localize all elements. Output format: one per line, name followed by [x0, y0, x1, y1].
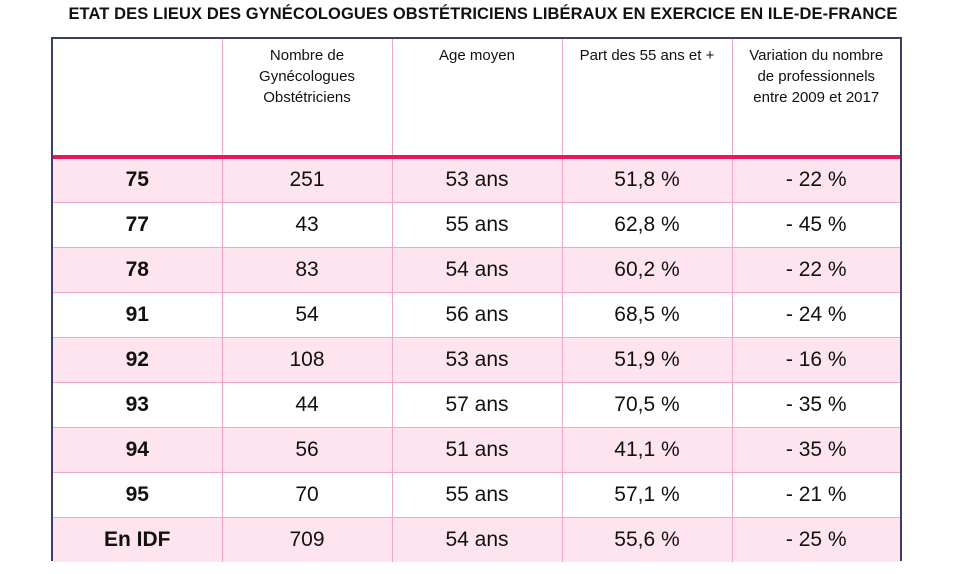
cell-department: 95 [53, 471, 222, 517]
cell-share-55-plus: 60,2 % [561, 246, 732, 292]
cell-variation: - 22 % [731, 156, 900, 202]
cell-share-55-plus: 62,8 % [561, 201, 732, 247]
cell-count: 83 [221, 246, 392, 292]
table-row: 95 70 55 ans 57,1 % - 21 % [53, 471, 900, 517]
table-row: 77 43 55 ans 62,8 % - 45 % [53, 201, 900, 247]
cell-department: 93 [53, 381, 222, 427]
cell-count: 43 [221, 201, 392, 247]
cell-count: 44 [221, 381, 392, 427]
cell-average-age: 54 ans [391, 516, 562, 562]
header-row: Nombre de Gynécologues Obstétriciens Age… [53, 39, 900, 159]
cell-variation: - 25 % [731, 516, 900, 562]
data-table-frame: Nombre de Gynécologues Obstétriciens Age… [51, 37, 902, 562]
table-row: 91 54 56 ans 68,5 % - 24 % [53, 291, 900, 337]
cell-share-55-plus: 41,1 % [561, 426, 732, 472]
cell-average-age: 53 ans [391, 336, 562, 382]
cell-department: 92 [53, 336, 222, 382]
cell-variation: - 35 % [731, 381, 900, 427]
header-share-55-plus: Part des 55 ans et + [561, 39, 732, 159]
cell-department: 94 [53, 426, 222, 472]
cell-share-55-plus: 70,5 % [561, 381, 732, 427]
cell-average-age: 53 ans [391, 156, 562, 202]
cell-count: 251 [221, 156, 392, 202]
table-row: 75 251 53 ans 51,8 % - 22 % [53, 156, 900, 202]
cell-variation: - 24 % [731, 291, 900, 337]
cell-count: 56 [221, 426, 392, 472]
cell-variation: - 21 % [731, 471, 900, 517]
cell-average-age: 56 ans [391, 291, 562, 337]
cell-share-55-plus: 68,5 % [561, 291, 732, 337]
cell-department: En IDF [53, 516, 222, 562]
page-title: ETAT DES LIEUX DES GYNÉCOLOGUES OBSTÉTRI… [68, 5, 898, 23]
table-row: 92 108 53 ans 51,9 % - 16 % [53, 336, 900, 382]
cell-average-age: 55 ans [391, 201, 562, 247]
cell-share-55-plus: 55,6 % [561, 516, 732, 562]
cell-average-age: 54 ans [391, 246, 562, 292]
cell-share-55-plus: 51,8 % [561, 156, 732, 202]
cell-average-age: 55 ans [391, 471, 562, 517]
cell-count: 108 [221, 336, 392, 382]
cell-share-55-plus: 57,1 % [561, 471, 732, 517]
table-row: 78 83 54 ans 60,2 % - 22 % [53, 246, 900, 292]
cell-department: 75 [53, 156, 222, 202]
cell-variation: - 45 % [731, 201, 900, 247]
data-table: Nombre de Gynécologues Obstétriciens Age… [53, 39, 900, 562]
header-average-age: Age moyen [391, 39, 562, 159]
cell-department: 78 [53, 246, 222, 292]
header-department [53, 39, 222, 159]
table-row: 93 44 57 ans 70,5 % - 35 % [53, 381, 900, 427]
cell-variation: - 16 % [731, 336, 900, 382]
cell-count: 709 [221, 516, 392, 562]
table-row-total: En IDF 709 54 ans 55,6 % - 25 % [53, 516, 900, 562]
cell-count: 54 [221, 291, 392, 337]
cell-variation: - 35 % [731, 426, 900, 472]
cell-count: 70 [221, 471, 392, 517]
header-count: Nombre de Gynécologues Obstétriciens [221, 39, 392, 159]
cell-department: 91 [53, 291, 222, 337]
table-row: 94 56 51 ans 41,1 % - 35 % [53, 426, 900, 472]
header-variation: Variation du nombre de professionnels en… [731, 39, 900, 159]
cell-department: 77 [53, 201, 222, 247]
cell-average-age: 57 ans [391, 381, 562, 427]
cell-average-age: 51 ans [391, 426, 562, 472]
cell-variation: - 22 % [731, 246, 900, 292]
cell-share-55-plus: 51,9 % [561, 336, 732, 382]
table-body: 75 251 53 ans 51,8 % - 22 % 77 43 55 ans… [53, 156, 900, 562]
